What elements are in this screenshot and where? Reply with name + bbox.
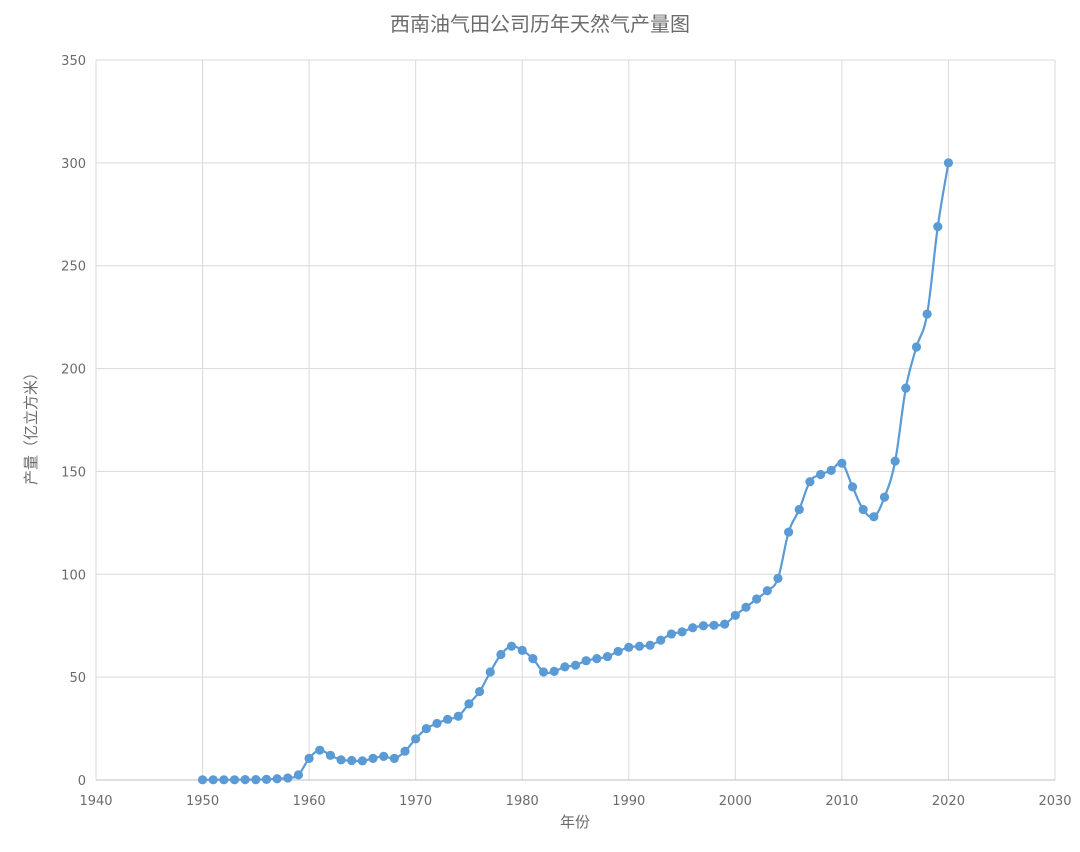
data-point [688, 623, 698, 633]
data-point [197, 775, 208, 785]
data-point [251, 774, 261, 785]
y-tick-label: 50 [69, 671, 86, 686]
data-point [762, 586, 772, 596]
data-point [357, 756, 367, 766]
data-point [475, 686, 485, 697]
y-tick-label: 200 [61, 363, 86, 378]
data-point [847, 482, 858, 492]
data-point [485, 667, 495, 677]
data-point [208, 775, 218, 785]
data-point [592, 654, 602, 664]
x-tick-label: 2020 [932, 794, 965, 809]
data-point [602, 651, 613, 662]
data-point [943, 158, 954, 168]
data-point [368, 753, 378, 764]
y-tick-label: 350 [61, 54, 86, 69]
data-point [624, 642, 634, 652]
grid [95, 59, 1056, 781]
data-point [240, 774, 250, 785]
x-axis-label: 年份 [560, 813, 590, 831]
x-tick-label: 1940 [79, 794, 112, 809]
y-axis-label: 产量（亿立方米） [22, 365, 40, 485]
data-point [773, 573, 783, 584]
y-tick-label: 150 [61, 465, 86, 480]
x-tick-label: 1970 [399, 794, 432, 809]
data-point [560, 662, 570, 672]
data-point [389, 753, 399, 764]
data-point [272, 774, 282, 784]
data-point [261, 774, 272, 784]
data-point [805, 477, 815, 487]
data-point [815, 469, 826, 480]
y-tick-label: 0 [78, 774, 86, 789]
data-point [538, 667, 549, 677]
data-point [453, 711, 463, 721]
data-point [645, 640, 655, 650]
data-point [656, 635, 666, 645]
data-point [379, 751, 389, 761]
data-point [506, 641, 517, 651]
data-point [901, 383, 911, 393]
data-point [613, 646, 623, 657]
chart-title: 西南油气田公司历年天然气产量图 [390, 12, 690, 36]
data-point [858, 504, 868, 515]
data-point [347, 755, 357, 766]
data-point [634, 641, 645, 651]
data-point [528, 654, 538, 664]
x-tick-label: 1950 [186, 794, 219, 809]
x-tick-label: 2010 [825, 794, 858, 809]
x-tick-label: 1960 [293, 794, 326, 809]
data-point [794, 504, 804, 515]
data-point [432, 718, 442, 729]
data-point [549, 666, 559, 676]
tick-labels: 1940 1950 1960 1970 1980 1990 2000 2010 2020 2030… [61, 54, 1071, 809]
data-point [336, 755, 346, 765]
data-point [741, 602, 751, 612]
data-point [720, 619, 730, 629]
data-point [890, 456, 900, 466]
data-point [581, 656, 591, 666]
data-point [933, 222, 943, 232]
x-tick-label: 2000 [719, 794, 752, 809]
data-point [666, 629, 677, 639]
x-tick-label: 1980 [506, 794, 539, 809]
data-point [283, 773, 293, 783]
data-point [869, 512, 879, 522]
data-point [293, 770, 304, 780]
data-point [784, 527, 794, 537]
data-point [570, 660, 581, 670]
data-point [826, 465, 836, 475]
y-tick-label: 300 [61, 157, 86, 172]
data-point [922, 309, 932, 319]
data-point [517, 645, 527, 656]
data-point [219, 775, 229, 785]
data-point [325, 750, 336, 760]
data-point [229, 775, 240, 785]
data-point [911, 342, 922, 352]
data-point [698, 621, 708, 631]
data-point [730, 610, 740, 621]
data-point [411, 734, 421, 744]
data-point [421, 723, 431, 734]
series-layer [197, 158, 954, 785]
data-point [837, 458, 847, 468]
y-tick-label: 250 [61, 260, 86, 275]
data-point [709, 620, 719, 630]
data-point [304, 753, 314, 764]
data-point [443, 714, 453, 724]
data-point [677, 627, 687, 637]
data-point [496, 649, 506, 660]
data-point [315, 745, 325, 755]
y-tick-label: 100 [61, 568, 86, 583]
x-tick-label: 1990 [612, 794, 645, 809]
data-point [752, 594, 762, 604]
x-tick-label: 2030 [1038, 794, 1071, 809]
data-point [400, 746, 410, 756]
data-point [464, 699, 474, 709]
data-point [879, 492, 890, 502]
